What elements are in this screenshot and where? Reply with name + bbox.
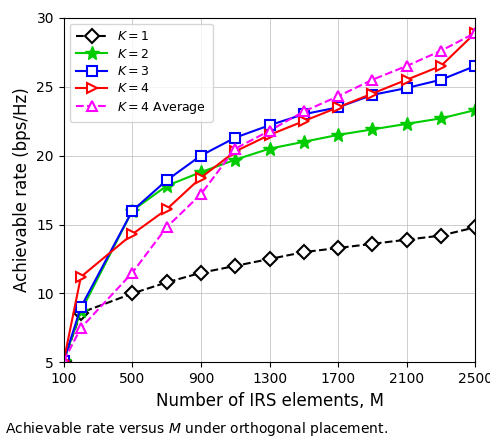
$K=3$	[232, 135, 238, 140]
$K=4$	[61, 358, 67, 364]
$K=3$	[78, 305, 84, 310]
$K=3$	[369, 92, 375, 98]
$K=1$	[369, 241, 375, 247]
$K=4$ Average	[164, 225, 170, 230]
$K=3$	[164, 178, 170, 183]
$K=4$ Average	[472, 30, 478, 35]
$K=4$	[129, 232, 135, 237]
$K=4$ Average	[232, 146, 238, 151]
$K=4$ Average	[198, 191, 204, 197]
$K=3$	[267, 122, 272, 128]
$K=1$	[198, 270, 204, 275]
$K=4$	[232, 149, 238, 154]
$K=4$ Average	[61, 358, 67, 364]
Y-axis label: Achievable rate (bps/Hz): Achievable rate (bps/Hz)	[13, 88, 31, 293]
$K=2$	[335, 132, 341, 137]
$K=3$	[129, 208, 135, 213]
$K=1$	[61, 358, 67, 364]
$K=1$	[232, 263, 238, 269]
$K=1$	[267, 256, 272, 262]
$K=4$	[438, 63, 444, 69]
X-axis label: Number of IRS elements, M: Number of IRS elements, M	[155, 392, 384, 410]
Line: $K=4$: $K=4$	[59, 28, 480, 366]
$K=1$	[164, 280, 170, 285]
$K=4$	[404, 77, 410, 82]
$K=4$ Average	[438, 48, 444, 53]
$K=3$	[301, 111, 307, 117]
$K=2$	[164, 183, 170, 189]
$K=2$	[232, 157, 238, 162]
$K=2$	[369, 127, 375, 132]
$K=4$ Average	[404, 63, 410, 69]
Text: Achievable rate versus $M$ under orthogonal placement.: Achievable rate versus $M$ under orthogo…	[5, 419, 388, 438]
$K=4$ Average	[301, 109, 307, 114]
$K=1$	[472, 225, 478, 230]
$K=2$	[129, 208, 135, 213]
Line: $K=1$: $K=1$	[59, 222, 480, 366]
$K=1$	[404, 237, 410, 242]
$K=2$	[404, 121, 410, 126]
$K=1$	[78, 310, 84, 316]
$K=4$ Average	[78, 325, 84, 331]
$K=3$	[472, 63, 478, 69]
$K=2$	[198, 169, 204, 175]
$K=4$ Average	[129, 270, 135, 275]
$K=1$	[335, 245, 341, 251]
$K=2$	[438, 116, 444, 121]
Line: $K=2$: $K=2$	[57, 103, 482, 368]
$K=1$	[301, 249, 307, 255]
$K=2$	[472, 107, 478, 113]
$K=2$	[267, 146, 272, 151]
$K=2$	[61, 358, 67, 364]
$K=3$	[198, 153, 204, 158]
$K=1$	[438, 233, 444, 238]
$K=4$	[301, 118, 307, 124]
$K=1$	[129, 291, 135, 296]
$K=3$	[404, 85, 410, 91]
$K=2$	[78, 309, 84, 314]
$K=4$	[78, 274, 84, 280]
Line: $K=4$ Average: $K=4$ Average	[59, 28, 480, 366]
$K=4$	[267, 132, 272, 137]
$K=3$	[438, 77, 444, 82]
$K=4$ Average	[335, 94, 341, 99]
$K=4$ Average	[267, 128, 272, 133]
$K=4$	[198, 175, 204, 180]
$K=4$	[164, 207, 170, 212]
$K=4$ Average	[369, 77, 375, 82]
$K=4$	[335, 105, 341, 110]
Line: $K=3$: $K=3$	[59, 61, 480, 366]
$K=4$	[472, 30, 478, 35]
$K=2$	[301, 139, 307, 145]
Legend: $K=1$, $K=2$, $K=3$, $K=4$, $K=4$ Average: $K=1$, $K=2$, $K=3$, $K=4$, $K=4$ Averag…	[70, 24, 213, 122]
$K=4$	[369, 91, 375, 96]
$K=3$	[61, 358, 67, 364]
$K=3$	[335, 105, 341, 110]
